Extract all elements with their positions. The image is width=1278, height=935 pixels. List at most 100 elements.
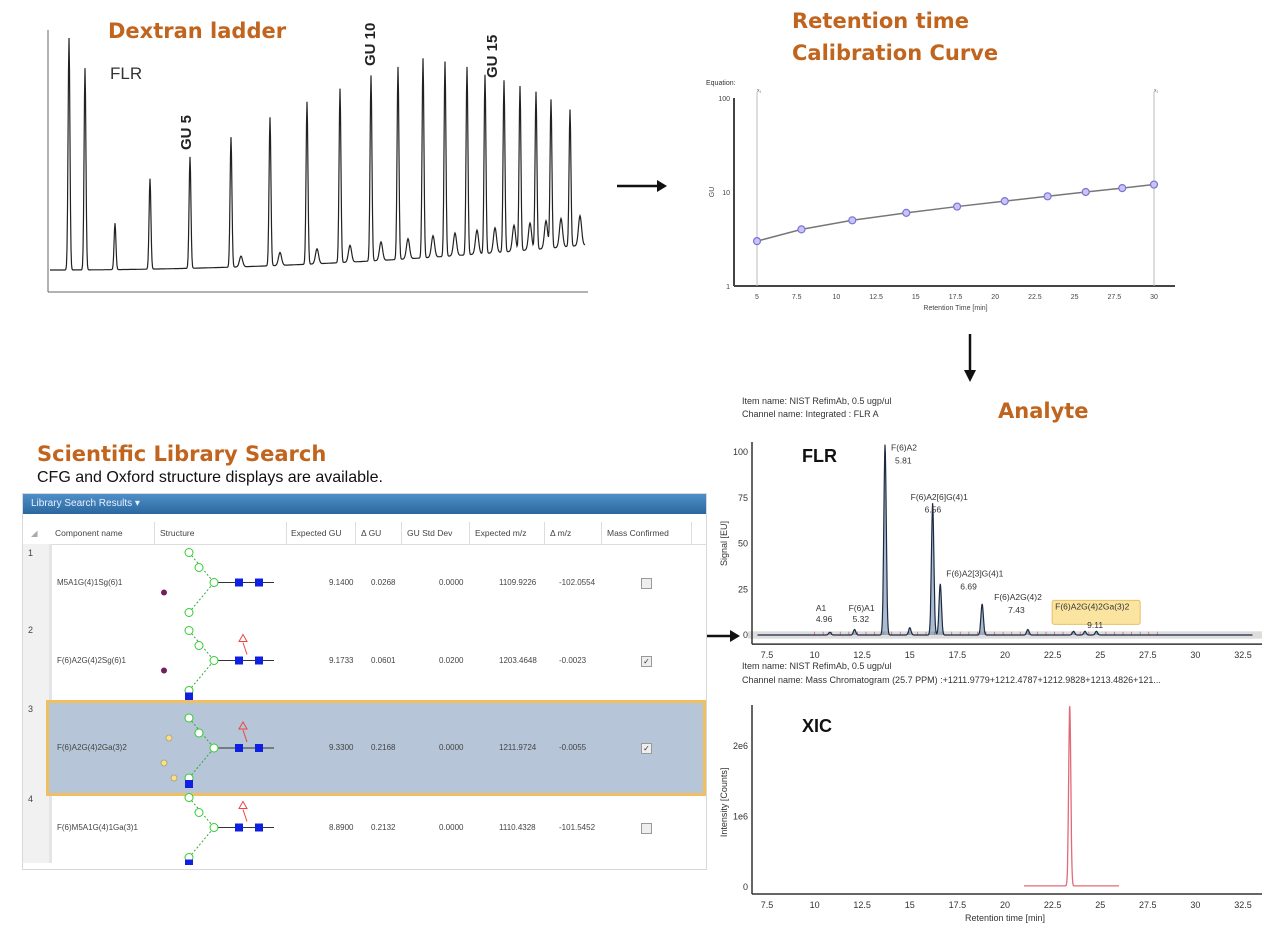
x-tick-label: 27.5 <box>1107 294 1121 301</box>
mass-confirmed-checkbox[interactable]: ✓ <box>641 743 652 754</box>
calibration-point <box>1000 197 1009 206</box>
y-tick-label: 75 <box>738 493 748 503</box>
mannose-icon <box>209 656 219 665</box>
arrow-right-icon <box>617 180 667 192</box>
dextran-title: Dextran ladder <box>108 19 287 43</box>
row-number: 4 <box>28 794 34 804</box>
row-number: 2 <box>28 625 34 635</box>
x-tick-label: 32.5 <box>1234 900 1252 910</box>
expected-mz-cell: 1109.9226 <box>499 577 537 587</box>
calibration-point <box>952 202 962 211</box>
peak-annotation-gu: 5.81 <box>895 455 912 465</box>
x-tick-label: 30 <box>1190 650 1200 660</box>
component-name-cell: F(6)A2G(4)2Sg(6)1 <box>57 655 126 665</box>
mannose-icon <box>209 578 219 587</box>
glycan-bond <box>188 582 215 613</box>
x-tick-label: 12.5 <box>869 294 883 301</box>
table-row[interactable]: F(6)M5A1G(4)1Ga(3)1 8.8900 0.2132 0.0000 111… <box>49 790 706 865</box>
expected-gu-cell: 9.1400 <box>329 577 354 587</box>
select-all-icon[interactable]: ◢ <box>31 528 38 538</box>
glcnac-icon <box>235 578 243 587</box>
peak-annotation-name: F(6)A2[6]G(4)1 <box>911 492 968 502</box>
y-axis-label: GU <box>709 187 716 198</box>
x-tick-label: 17.5 <box>949 900 967 910</box>
galactose-icon <box>170 774 178 782</box>
mass-confirmed-checkbox[interactable]: ✓ <box>641 655 652 667</box>
row-number: 3 <box>28 704 34 714</box>
table-row[interactable]: M5A1G(4)1Sg(6)1 9.1400 0.0268 0.0000 1109.92… <box>49 544 706 621</box>
fucose-icon <box>238 800 248 809</box>
row-number: 1 <box>28 548 34 558</box>
fucose-icon <box>238 633 248 642</box>
gu-std-dev-cell: 0.0000 <box>439 743 464 752</box>
glcnac-icon <box>235 823 243 832</box>
mass-confirmed-checkbox[interactable] <box>641 577 652 589</box>
mannose-icon <box>209 823 219 832</box>
calibration-curve-chart: x₁ x₁ 5 7.5 10 12.5 15 17.5 20 22.5 25 27.5 30 1 10 100… <box>709 88 1175 312</box>
x-tick-label: 12.5 <box>853 650 871 660</box>
flr-channel-name: Channel name: Integrated : FLR A <box>742 409 879 419</box>
x-tick-label: 22.5 <box>1028 294 1042 301</box>
expected-gu-cell: 9.3300 <box>329 743 354 752</box>
col-expected-mz[interactable]: Expected m/z <box>475 528 527 538</box>
xic-channel-name: Channel name: Mass Chromatogram (25.7 PP… <box>742 675 1161 685</box>
peak-annotation-name: F(6)A2 <box>891 443 917 453</box>
delta-gu-cell: 0.2168 <box>371 743 396 752</box>
expected-mz-cell: 1110.4328 <box>499 822 536 832</box>
dextran-trace <box>50 37 586 271</box>
col-delta-gu[interactable]: Δ GU <box>361 528 382 538</box>
peak-annotation-name: F(6)A2G(4)2Ga(3)2 <box>1055 601 1129 611</box>
glycan-structure-icon <box>184 793 274 865</box>
delta-mz-cell: -0.0055 <box>559 743 587 752</box>
sialic-acid-icon <box>161 589 167 596</box>
mass-confirmed-checkbox[interactable] <box>641 822 652 834</box>
calibration-point <box>752 237 762 246</box>
glycan-bond <box>188 660 215 691</box>
xic-trace <box>1024 706 1119 887</box>
x-tick-label: 5 <box>755 294 759 301</box>
range-marker-label: x₁ <box>757 88 762 94</box>
x-tick-label: 22.5 <box>1044 650 1062 660</box>
col-component-name[interactable]: Component name <box>55 528 123 538</box>
peak-annotation-gu: 6.56 <box>925 505 942 515</box>
col-delta-mz[interactable]: Δ m/z <box>550 528 572 538</box>
table-row[interactable]: F(6)A2G(4)2Sg(6)1 9.1733 0.0601 0.0200 1203.… <box>49 621 706 700</box>
galactose-icon <box>165 734 173 742</box>
x-tick-label: 10 <box>810 650 820 660</box>
x-tick-label: 10 <box>810 900 820 910</box>
glcnac-icon <box>185 692 193 700</box>
y-tick-label: 100 <box>733 447 748 457</box>
col-gu-std-dev[interactable]: GU Std Dev <box>407 528 453 538</box>
calibration-curve <box>756 183 1155 242</box>
peak-annotation-name: F(6)A1 <box>849 603 875 613</box>
gu-std-dev-cell: 0.0000 <box>439 577 464 587</box>
expected-mz-cell: 1211.9724 <box>499 743 537 752</box>
y-axis-label: Signal [EU] <box>719 521 729 566</box>
x-tick-label: 15 <box>905 650 915 660</box>
glcnac-icon <box>185 780 193 788</box>
mannose-icon <box>194 808 204 817</box>
col-structure[interactable]: Structure <box>160 528 195 538</box>
glycan-bond <box>188 797 215 828</box>
y-tick-label: 1 <box>726 284 730 291</box>
peak-annotation-gu: 7.43 <box>1008 605 1025 615</box>
delta-mz-cell: -0.0023 <box>559 655 587 665</box>
col-mass-confirmed[interactable]: Mass Confirmed <box>607 528 669 538</box>
table-row[interactable]: F(6)A2G(4)2Ga(3)2 9.3300 0.2168 0.0000 1211.… <box>46 700 706 796</box>
glcnac-icon <box>255 744 263 752</box>
delta-mz-cell: -101.5452 <box>559 822 596 832</box>
glycan-structure-icon <box>160 713 274 788</box>
x-tick-label: 30 <box>1150 294 1158 301</box>
mannose-icon <box>184 548 194 557</box>
table-header: ◢ Component name Structure Expected GU Δ… <box>23 522 706 545</box>
glycan-bond <box>188 630 215 661</box>
x-axis-label: Retention Time [min] <box>923 305 987 312</box>
library-search-results-menu[interactable]: Library Search Results ▾ <box>23 494 706 514</box>
col-expected-gu[interactable]: Expected GU <box>291 528 342 538</box>
x-tick-label: 12.5 <box>853 900 871 910</box>
delta-gu-cell: 0.2132 <box>371 822 396 832</box>
calibration-point <box>1043 192 1052 201</box>
component-name-cell: M5A1G(4)1Sg(6)1 <box>57 577 123 587</box>
peak-annotation-gu: 9.11 <box>1087 620 1103 630</box>
y-tick-label: 25 <box>738 584 748 594</box>
